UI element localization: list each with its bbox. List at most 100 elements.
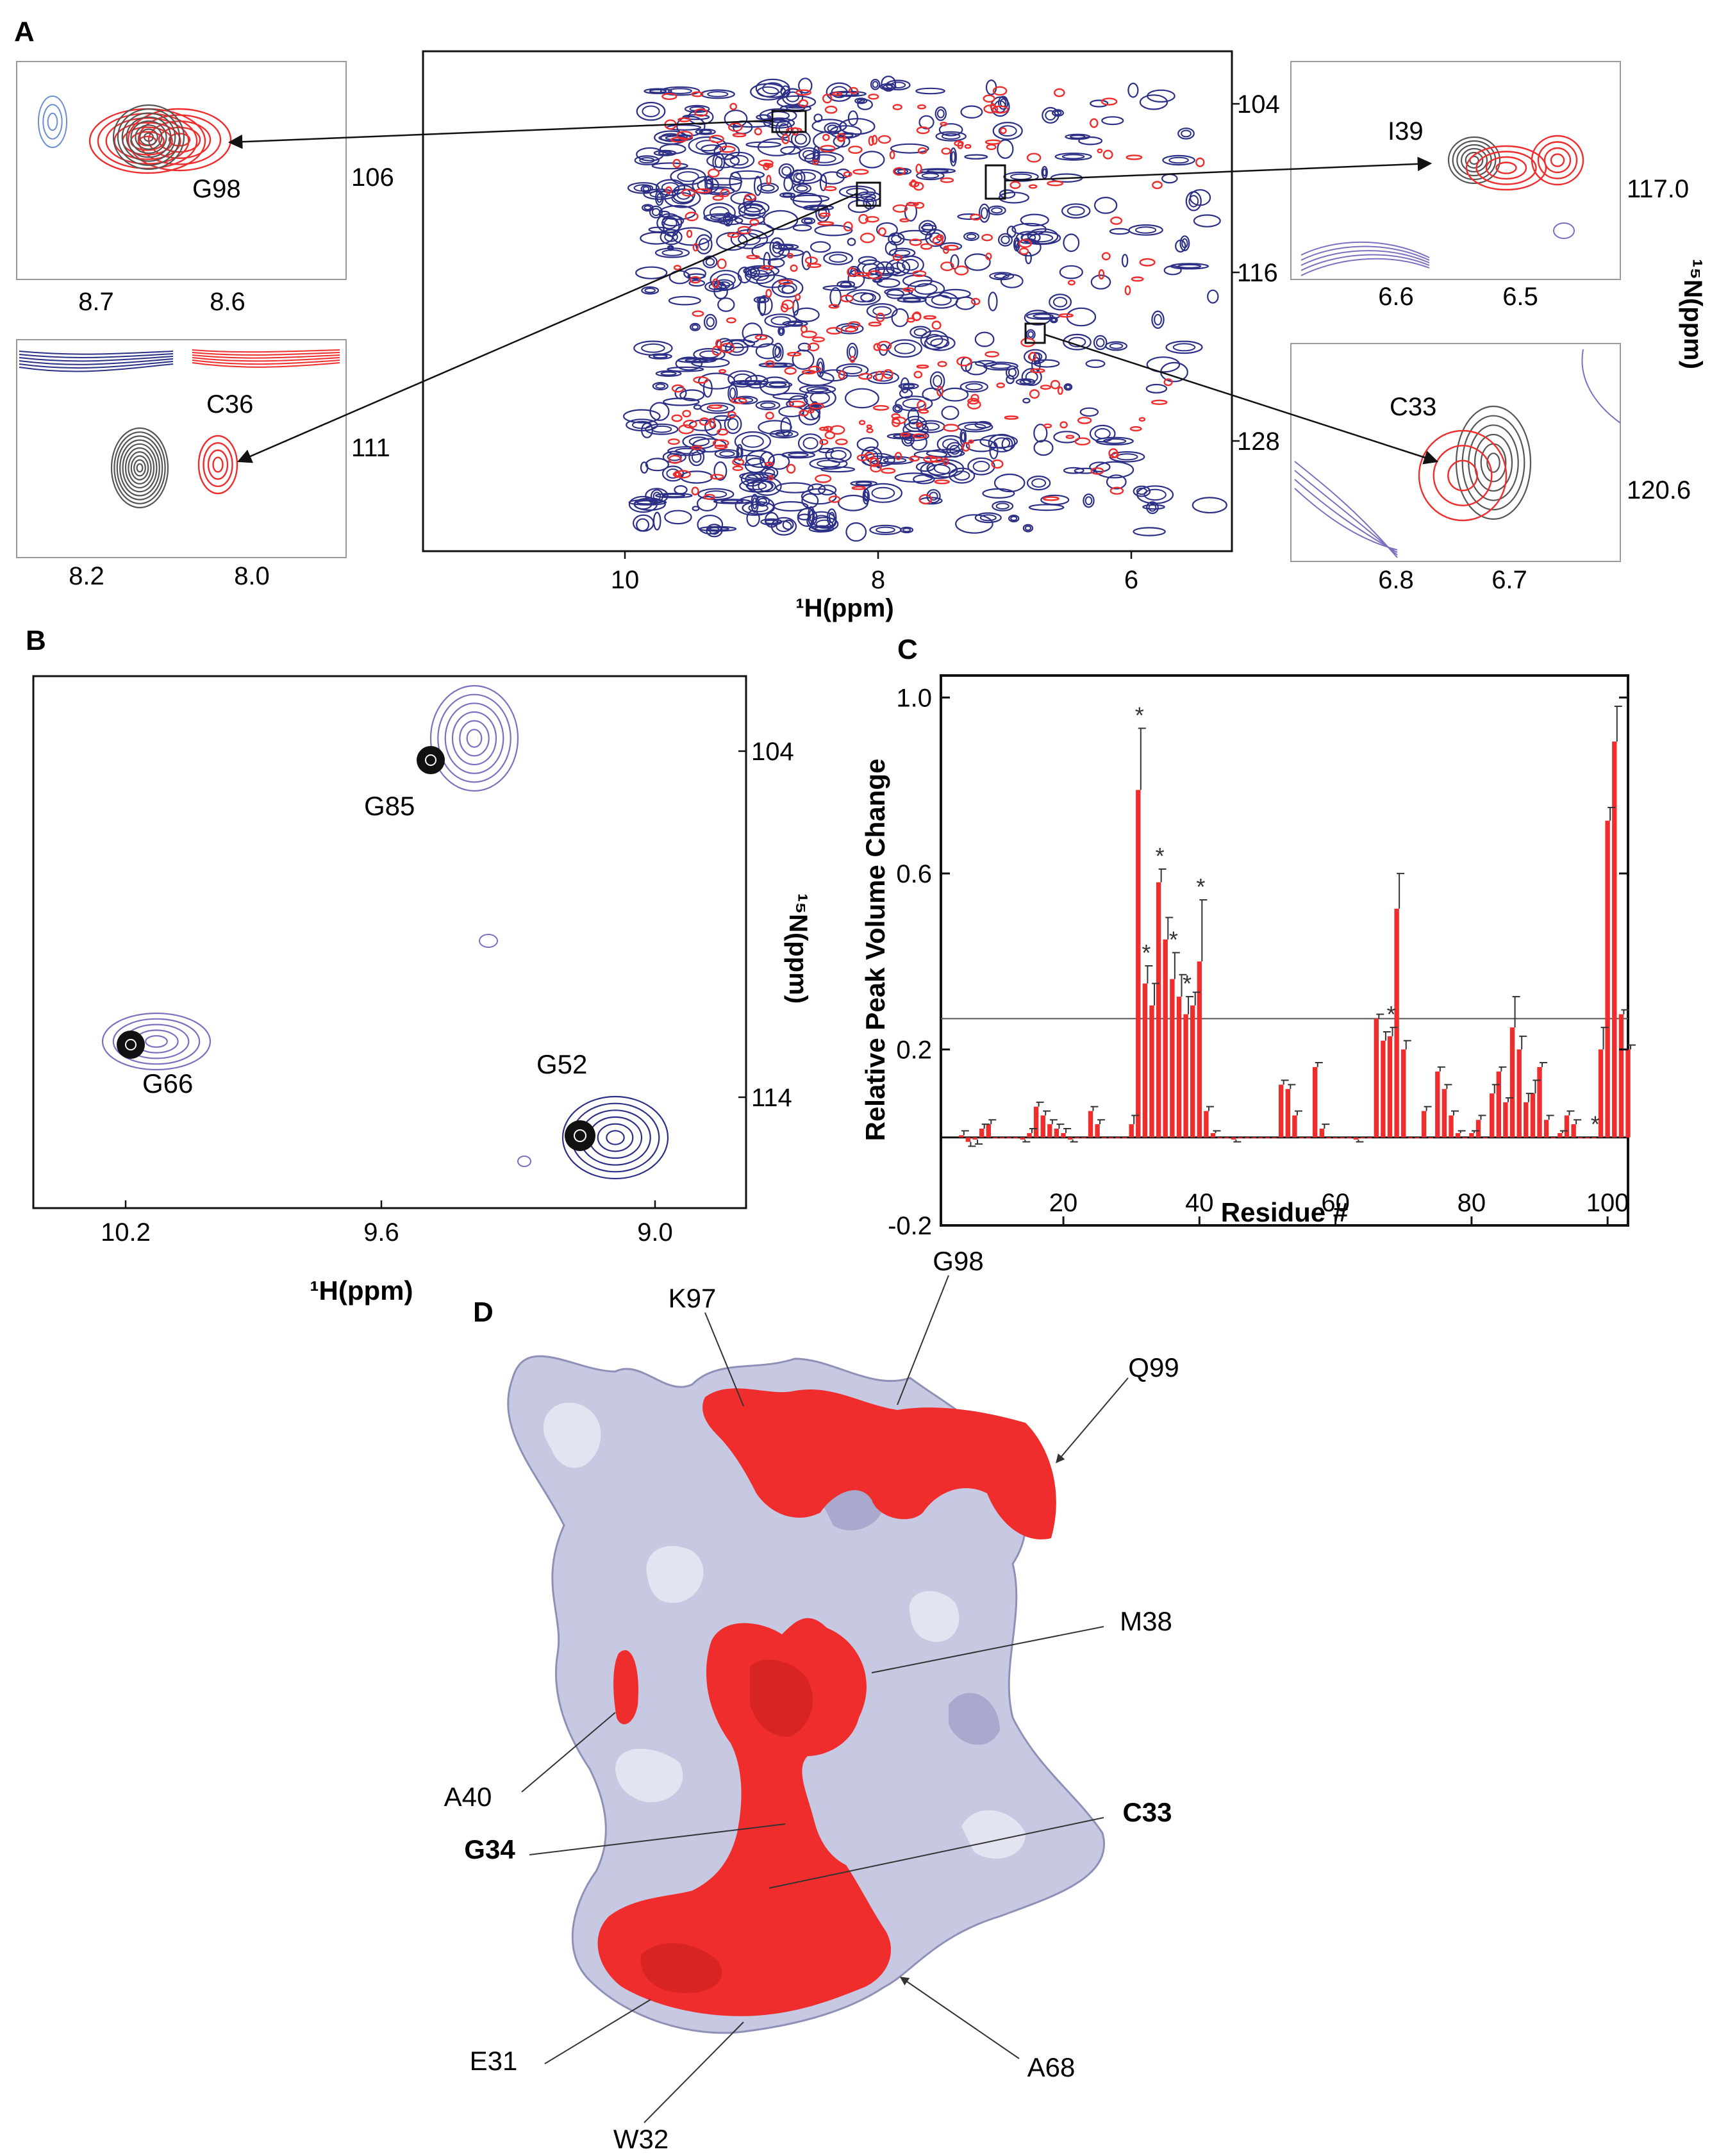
contour-red [870, 463, 882, 473]
contour-red [661, 92, 677, 100]
bar-residue-59 [1326, 1137, 1331, 1139]
contour-red [1018, 247, 1029, 255]
contour-blue [992, 501, 1014, 511]
contour-red [889, 150, 895, 160]
contour-red [763, 162, 770, 170]
contour-red [780, 303, 789, 313]
contour-blue [1005, 365, 1019, 380]
arrow-i39 [1004, 156, 1433, 182]
contour-blue-inner [1001, 235, 1010, 244]
bar-residue-58 [1319, 1129, 1325, 1138]
contour-red [677, 117, 691, 122]
contour-red [113, 122, 181, 160]
contour-blue [1063, 467, 1084, 474]
contour-blue [1179, 235, 1190, 252]
contour-red [1057, 386, 1063, 395]
contour-red [934, 479, 950, 485]
significance-star-31: * [1135, 702, 1144, 728]
patch-k97-g98-q99 [702, 1388, 1056, 1539]
contour-blue-inner [720, 499, 744, 504]
contour-blue-inner [941, 133, 961, 140]
contour-blue-inner [691, 451, 702, 463]
significance-star-40: * [1196, 874, 1205, 900]
contour-blue-inner [710, 215, 731, 221]
contour-red [912, 270, 927, 278]
contour-blue-inner [652, 492, 661, 501]
contour-red [866, 424, 872, 429]
contour-black [130, 120, 167, 154]
bar-residue-52 [1279, 1084, 1284, 1138]
contour-blue [899, 388, 913, 399]
inset-i39: I39 6.6 6.5 117.0 [1290, 61, 1689, 311]
leader-a40 [521, 1712, 616, 1793]
contour-blue [799, 385, 836, 394]
contour-blue-inner [871, 486, 895, 499]
panel-a-main-spectrum: 10 8 6 ¹H(ppm) 104 116 128 [422, 50, 1280, 622]
contour-red [835, 438, 848, 445]
bar-residue-43 [1217, 1137, 1222, 1139]
contour-blue [655, 179, 686, 196]
contour-blue-inner [1181, 129, 1192, 138]
contour-blue [634, 155, 660, 165]
contour-red [868, 321, 882, 327]
contour-blue [925, 229, 946, 247]
contour-black [122, 443, 158, 493]
contour-blue [777, 249, 804, 257]
inset-g98: G98 8.7 8.6 106 [16, 61, 394, 316]
contour-red [819, 438, 829, 445]
contour-blue [866, 303, 898, 319]
contour-red [207, 449, 229, 480]
contour-blue-inner [656, 193, 663, 203]
contour-blue [916, 171, 945, 181]
contour-blue [19, 363, 174, 372]
bar-residue-46 [1238, 1137, 1243, 1139]
contour-blue [1128, 224, 1163, 236]
contour-blue [691, 358, 730, 368]
residue-label-w32: W32 [613, 2124, 669, 2154]
contour-purple [1294, 470, 1398, 556]
contour-black [128, 451, 152, 485]
contour-black [130, 455, 149, 481]
contour-blue [635, 266, 668, 279]
panel-b-xtick-1: 10.2 [101, 1218, 151, 1247]
bar-residue-39 [1190, 1005, 1195, 1138]
contour-blue [964, 253, 991, 271]
contour-blue [845, 522, 867, 542]
inset-g98-ytick: 106 [351, 163, 394, 192]
contour-navy [561, 1095, 669, 1180]
contour-purple [145, 1035, 168, 1048]
contour-red [807, 342, 820, 352]
contour-red [1152, 181, 1163, 190]
patch-w32-shade [640, 1943, 722, 1993]
contour-blue [967, 457, 995, 476]
contour-red [868, 94, 879, 100]
contour-red [726, 317, 736, 324]
residue-label-e31: E31 [470, 2046, 518, 2076]
contour-blue [918, 115, 935, 129]
contour-blue-inner [951, 151, 956, 163]
contour-blue [820, 171, 845, 185]
contour-blue [622, 409, 661, 424]
contour-purple [1300, 245, 1430, 261]
peak-marker-g85 [417, 746, 445, 774]
contour-red [1110, 216, 1123, 225]
contour-blue-inner [706, 527, 729, 531]
bar-residue-49 [1258, 1137, 1263, 1139]
bar-residue-103 [1625, 1049, 1631, 1138]
main-spectrum-red-contours [661, 86, 1205, 505]
contour-black [135, 124, 163, 150]
contour-red [766, 174, 772, 185]
contour-blue-inner [842, 365, 863, 375]
contour-navy [606, 1130, 625, 1145]
contour-red [923, 456, 938, 463]
inset-i39-label: I39 [1388, 117, 1424, 145]
contour-blue [801, 493, 819, 509]
contour-blue-inner [806, 386, 829, 393]
contour-red [737, 226, 752, 235]
contour-blue [902, 274, 933, 287]
contour-blue [658, 134, 694, 142]
contour-red [900, 432, 910, 437]
contour-blue [688, 136, 727, 155]
contour-red [192, 352, 340, 356]
contour-blue-inner [883, 457, 907, 463]
